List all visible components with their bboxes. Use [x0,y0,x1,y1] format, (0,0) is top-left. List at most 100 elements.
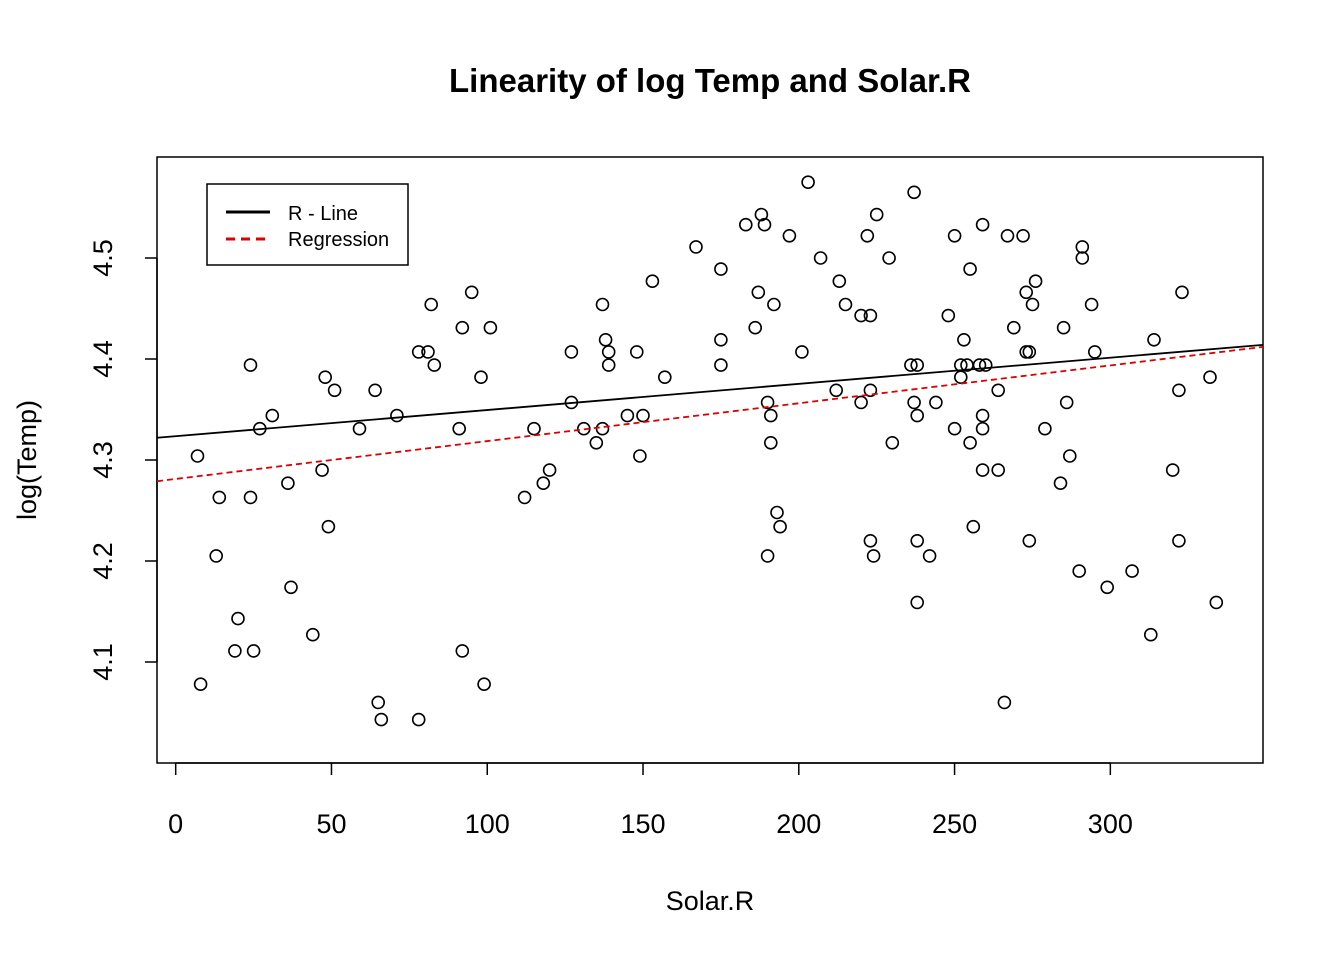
data-point [601,358,616,372]
data-point [907,395,921,410]
data-point [411,345,426,359]
data-point [854,308,868,323]
data-point [714,332,728,347]
data-point [767,297,781,312]
data-point [1022,533,1037,548]
data-point [284,580,298,595]
data-point [645,274,660,289]
data-point [1084,297,1099,312]
data-point [595,421,610,436]
data-point [633,449,647,463]
data-point [760,395,775,410]
x-tick-label: 300 [1088,809,1133,839]
data-point [589,435,604,450]
data-point [371,695,386,710]
data-point [863,533,878,548]
data-point [991,383,1006,398]
x-axis: 0 50 100 150 200 250 300 [168,762,1133,839]
data-point [374,712,389,727]
data-point [869,207,884,222]
data-point [751,285,766,300]
data-point [910,595,925,610]
data-point [922,549,937,563]
x-tick-label: 150 [620,809,665,839]
data-point [352,421,367,436]
data-point [629,345,644,359]
data-point [929,395,943,410]
data-point [474,370,488,385]
data-point [228,644,242,658]
data-point [953,370,968,385]
data-point [657,370,672,385]
data-point [527,421,541,436]
data-point [483,320,498,335]
y-axis-label: log(Temp) [12,400,42,520]
data-point [910,533,925,548]
data-point [246,644,261,658]
legend-label-regression: Regression [288,229,389,251]
data-point [281,476,295,491]
data-point [714,358,728,372]
data-point [1175,285,1189,300]
data-point [455,320,470,335]
data-point [907,185,921,200]
legend-box [206,183,409,266]
data-point [1016,229,1030,243]
data-point [212,490,227,505]
data-point [1088,345,1102,359]
data-point [1125,564,1139,578]
data-point [770,505,784,520]
data-point [477,677,491,692]
y-tick-label: 4.5 [88,239,118,277]
data-point [464,285,479,300]
data-point [455,644,470,658]
data-point [1059,395,1074,410]
data-point [243,358,258,372]
x-tick-label: 100 [465,809,510,839]
data-point [773,519,787,534]
data-point [829,383,844,398]
data-point [321,519,336,534]
data-point [689,240,703,254]
data-point [517,490,532,505]
data-point [243,490,258,505]
data-point [863,383,878,398]
lines-layer [156,343,1264,483]
data-point [1019,285,1033,300]
data-point [390,408,404,423]
data-point [452,421,467,436]
y-axis: 4.1 4.2 4.3 4.4 4.5 [88,239,158,681]
data-point [978,358,993,372]
data-point [411,712,426,727]
data-point [305,627,320,642]
data-point [1203,370,1217,385]
data-point [1172,533,1186,548]
data-point [854,395,868,410]
data-point [209,549,223,563]
data-point [536,476,551,491]
data-point [368,383,382,398]
data-point [620,408,635,423]
data-point [601,345,616,359]
data-point [327,383,342,398]
data-point [1028,274,1043,289]
data-point [760,549,775,563]
data-point [860,229,875,243]
regression-line [156,345,1264,483]
x-axis-label: Solar.R [666,886,755,916]
data-point [1053,476,1068,491]
data-point [957,332,971,347]
data-point [947,421,962,436]
data-point [941,308,956,323]
data-point [1056,320,1071,335]
data-point [910,358,925,372]
data-point [424,297,439,312]
data-point [595,297,610,312]
legend: R - Line Regression [206,183,409,266]
data-point [904,358,918,372]
data-point [763,408,778,423]
data-point [832,274,847,289]
data-point [427,358,442,372]
data-point [975,463,990,477]
